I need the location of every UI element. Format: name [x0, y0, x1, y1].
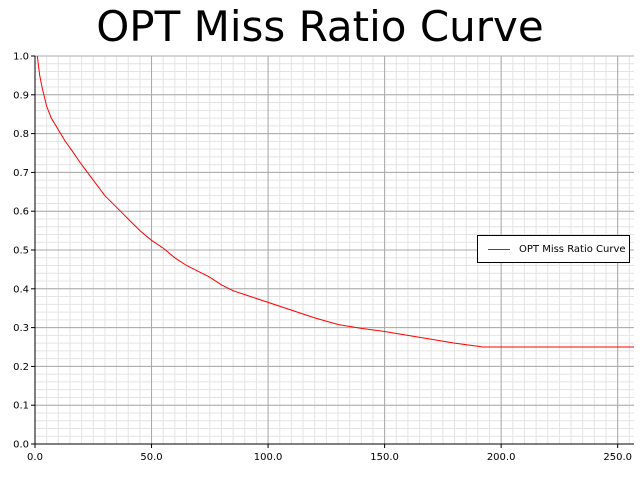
- series-line: [36, 55, 634, 348]
- y-tick-label: 1.0: [13, 52, 29, 63]
- y-tick-label: 0.5: [13, 246, 29, 257]
- x-tick-label: 150.0: [370, 452, 399, 463]
- legend-label: OPT Miss Ratio Curve: [519, 243, 626, 255]
- y-axis-ticks: 0.0 0.1 0.2 0.3 0.4 0.5 0.6 0.7 0.8 0.9 1.0: [13, 52, 35, 451]
- y-tick-label: 0.8: [13, 129, 29, 140]
- x-tick-label: 50.0: [140, 452, 162, 463]
- x-tick-label: 200.0: [487, 452, 516, 463]
- legend-swatch: [488, 248, 510, 250]
- legend: OPT Miss Ratio Curve: [477, 235, 630, 263]
- y-tick-label: 0.4: [13, 284, 29, 295]
- series-group: [36, 55, 634, 348]
- y-tick-label: 0.7: [13, 168, 29, 179]
- x-tick-label: 250.0: [603, 452, 632, 463]
- y-tick-label: 0.2: [13, 362, 29, 373]
- y-tick-label: 0.1: [13, 401, 29, 412]
- x-tick-label: 100.0: [254, 452, 283, 463]
- y-tick-label: 0.9: [13, 90, 29, 101]
- chart-title: OPT Miss Ratio Curve: [96, 2, 544, 51]
- y-tick-label: 0.3: [13, 323, 29, 334]
- x-tick-label: 0.0: [27, 452, 43, 463]
- y-tick-label: 0.0: [13, 440, 29, 451]
- x-axis-ticks: 0.0 50.0 100.0 150.0 200.0 250.0: [27, 444, 632, 463]
- y-tick-label: 0.6: [13, 207, 29, 218]
